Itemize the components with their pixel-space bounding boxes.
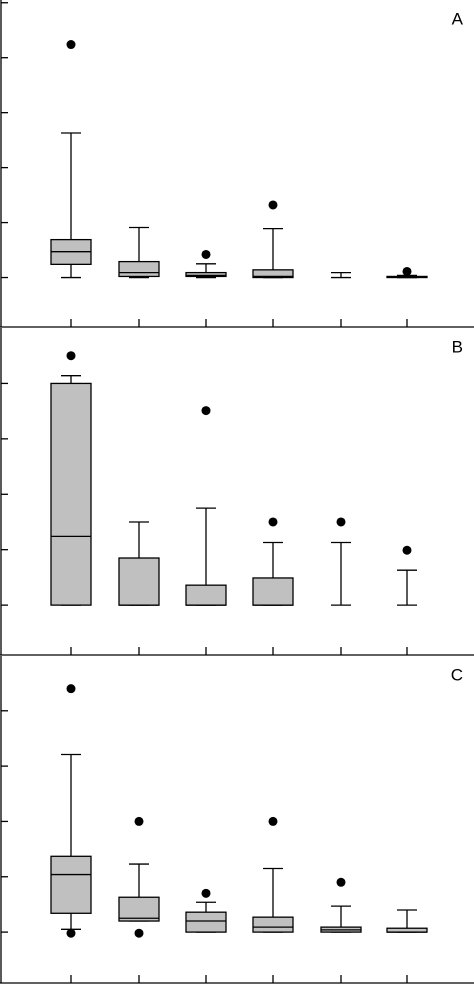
box — [252, 916, 294, 933]
outlier — [268, 816, 278, 826]
box — [50, 382, 92, 606]
box — [252, 577, 294, 606]
box — [50, 855, 92, 914]
outlier — [268, 517, 278, 527]
outlier — [66, 928, 76, 938]
panel-label: A — [452, 9, 464, 28]
box — [185, 911, 227, 933]
outlier — [201, 406, 211, 416]
outlier — [336, 517, 346, 527]
box — [118, 260, 160, 278]
box — [252, 269, 294, 279]
panel-label: B — [452, 337, 463, 356]
outlier — [201, 888, 211, 898]
outlier — [66, 40, 76, 50]
outlier — [66, 351, 76, 361]
outlier — [201, 249, 211, 259]
outlier — [66, 684, 76, 694]
outlier — [402, 266, 412, 276]
outlier — [336, 877, 346, 887]
outlier — [134, 816, 144, 826]
box — [118, 557, 160, 606]
outlier — [134, 928, 144, 938]
outlier — [268, 200, 278, 210]
panel-label: C — [451, 665, 463, 684]
outlier — [402, 545, 412, 555]
box — [118, 896, 160, 922]
box — [185, 584, 227, 606]
box — [185, 271, 227, 278]
